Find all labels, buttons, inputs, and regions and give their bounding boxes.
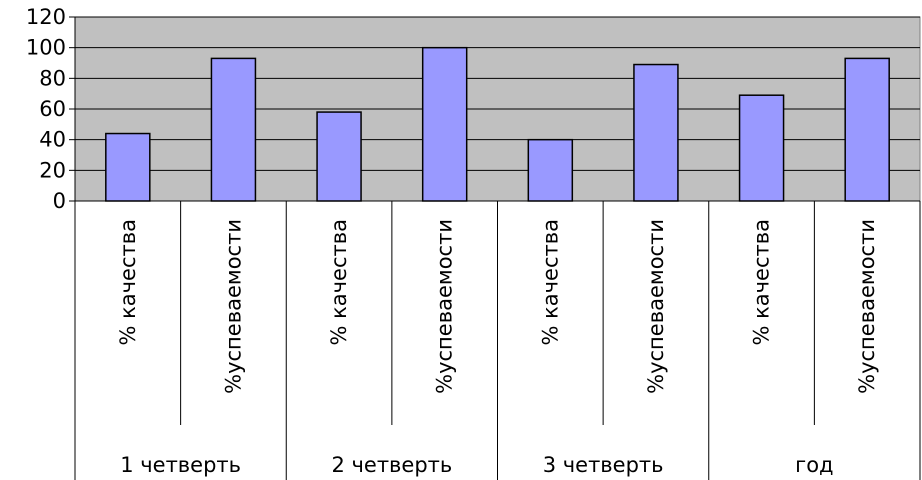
x-group-label: 2 четверть bbox=[331, 453, 452, 477]
bar bbox=[316, 111, 362, 202]
y-tick-label: 80 bbox=[39, 66, 66, 90]
x-group-label: 1 четверть bbox=[120, 453, 241, 477]
x-category-label: %успеваемости bbox=[433, 219, 457, 394]
y-tick-label: 20 bbox=[39, 158, 66, 182]
y-tick-label: 60 bbox=[39, 97, 66, 121]
bar bbox=[527, 138, 574, 202]
y-axis: 0 20 40 60 80 100 120 bbox=[26, 5, 76, 213]
x-group-label: год bbox=[795, 453, 833, 477]
x-axis: % качества %успеваемости % качества %успева… bbox=[74, 200, 921, 480]
bar bbox=[738, 94, 785, 202]
x-category-label: %успеваемости bbox=[644, 219, 668, 394]
bar bbox=[210, 57, 257, 202]
x-category-label: %успеваемости bbox=[221, 219, 245, 394]
y-tick-label: 0 bbox=[53, 189, 66, 213]
bar bbox=[844, 57, 890, 202]
x-category-label: % качества bbox=[116, 219, 140, 346]
bar bbox=[633, 63, 679, 202]
x-category-label: %успеваемости bbox=[855, 219, 879, 394]
y-tick-label: 120 bbox=[26, 5, 66, 29]
x-category-label: % качества bbox=[327, 219, 351, 346]
bar bbox=[105, 132, 151, 202]
x-category-label: % качества bbox=[750, 219, 774, 346]
y-tick-label: 40 bbox=[39, 128, 66, 152]
x-category-label: % качества bbox=[538, 219, 562, 346]
y-tick-label: 100 bbox=[26, 36, 66, 60]
bar bbox=[421, 46, 468, 202]
bars bbox=[105, 46, 890, 202]
x-group-label: 3 четверть bbox=[543, 453, 664, 477]
